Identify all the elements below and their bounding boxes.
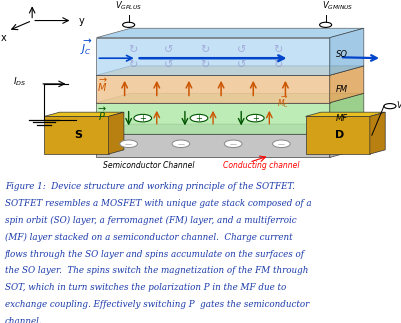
Text: the SO layer.  The spins switch the magnetization of the FM through: the SO layer. The spins switch the magne… (5, 266, 308, 276)
Polygon shape (96, 133, 329, 158)
Polygon shape (96, 93, 363, 103)
Polygon shape (305, 116, 369, 154)
Polygon shape (329, 66, 363, 103)
Text: SOTFET resembles a MOSFET with unique gate stack composed of a: SOTFET resembles a MOSFET with unique ga… (5, 199, 311, 208)
Circle shape (190, 114, 207, 122)
Text: ↺: ↺ (164, 60, 173, 70)
Text: spin orbit (SO) layer, a ferromagnet (FM) layer, and a multiferroic: spin orbit (SO) layer, a ferromagnet (FM… (5, 216, 296, 225)
Polygon shape (329, 28, 363, 75)
Circle shape (122, 22, 134, 27)
Text: —: — (229, 141, 236, 147)
Polygon shape (96, 28, 363, 38)
Circle shape (246, 114, 263, 122)
Text: —: — (125, 141, 132, 147)
Text: ↺: ↺ (236, 45, 245, 55)
Circle shape (319, 22, 331, 27)
Text: MF: MF (335, 114, 347, 123)
Text: $\overrightarrow{J_C}$: $\overrightarrow{J_C}$ (80, 37, 92, 57)
Polygon shape (108, 112, 124, 154)
Circle shape (383, 104, 395, 109)
Text: $I_{DS}$: $I_{DS}$ (13, 76, 27, 89)
Text: z: z (30, 0, 34, 1)
Text: (MF) layer stacked on a semiconductor channel.  Charge current: (MF) layer stacked on a semiconductor ch… (5, 233, 292, 242)
Circle shape (172, 140, 189, 148)
Text: FM: FM (335, 85, 347, 94)
Text: $\overrightarrow{M}$: $\overrightarrow{M}$ (97, 77, 108, 94)
Text: exchange coupling. Effectively switching P  gates the semiconductor: exchange coupling. Effectively switching… (5, 300, 308, 309)
Text: x: x (0, 33, 6, 43)
Polygon shape (96, 66, 363, 75)
Text: +: + (251, 114, 258, 123)
Text: flows through the SO layer and spins accumulate on the surfaces of: flows through the SO layer and spins acc… (5, 250, 304, 259)
Text: channel.: channel. (5, 317, 43, 323)
Text: $V_{GMINUS}$: $V_{GMINUS}$ (321, 0, 352, 12)
Text: ↻: ↻ (272, 45, 282, 55)
Text: ↻: ↻ (272, 60, 282, 70)
Text: S: S (74, 130, 82, 140)
Text: +: + (139, 114, 146, 123)
Circle shape (119, 140, 137, 148)
Text: Semiconductor Channel: Semiconductor Channel (103, 161, 194, 170)
Text: SOT, which in turn switches the polarization P in the MF due to: SOT, which in turn switches the polariza… (5, 283, 286, 292)
Text: ↻: ↻ (200, 60, 209, 70)
Polygon shape (329, 93, 363, 133)
Polygon shape (369, 112, 384, 154)
Text: ↻: ↻ (128, 45, 137, 55)
Text: $V_{DS}$: $V_{DS}$ (395, 100, 401, 112)
Text: $\overrightarrow{P}$: $\overrightarrow{P}$ (97, 106, 107, 123)
Text: —: — (277, 141, 284, 147)
Text: y: y (78, 16, 84, 26)
Polygon shape (305, 112, 384, 116)
Polygon shape (96, 103, 329, 133)
Polygon shape (44, 116, 108, 154)
Polygon shape (329, 124, 363, 158)
Text: SO: SO (335, 50, 347, 59)
Polygon shape (44, 112, 124, 116)
Circle shape (272, 140, 290, 148)
Circle shape (134, 114, 151, 122)
Text: Figure 1:  Device structure and working principle of the SOTFET.: Figure 1: Device structure and working p… (5, 182, 294, 192)
Text: ↺: ↺ (164, 45, 173, 55)
Text: +: + (195, 114, 202, 123)
Text: —: — (177, 141, 184, 147)
Polygon shape (96, 38, 329, 75)
Polygon shape (96, 124, 363, 133)
Text: ↺: ↺ (236, 60, 245, 70)
Text: Conducting channel: Conducting channel (223, 161, 299, 170)
Text: $\overrightarrow{M_C}$: $\overrightarrow{M_C}$ (277, 93, 289, 109)
Text: ↻: ↻ (200, 45, 209, 55)
Text: $V_{GPLUS}$: $V_{GPLUS}$ (115, 0, 142, 12)
Circle shape (224, 140, 241, 148)
Polygon shape (96, 75, 329, 103)
Text: ↻: ↻ (128, 60, 137, 70)
Text: D: D (334, 130, 344, 140)
